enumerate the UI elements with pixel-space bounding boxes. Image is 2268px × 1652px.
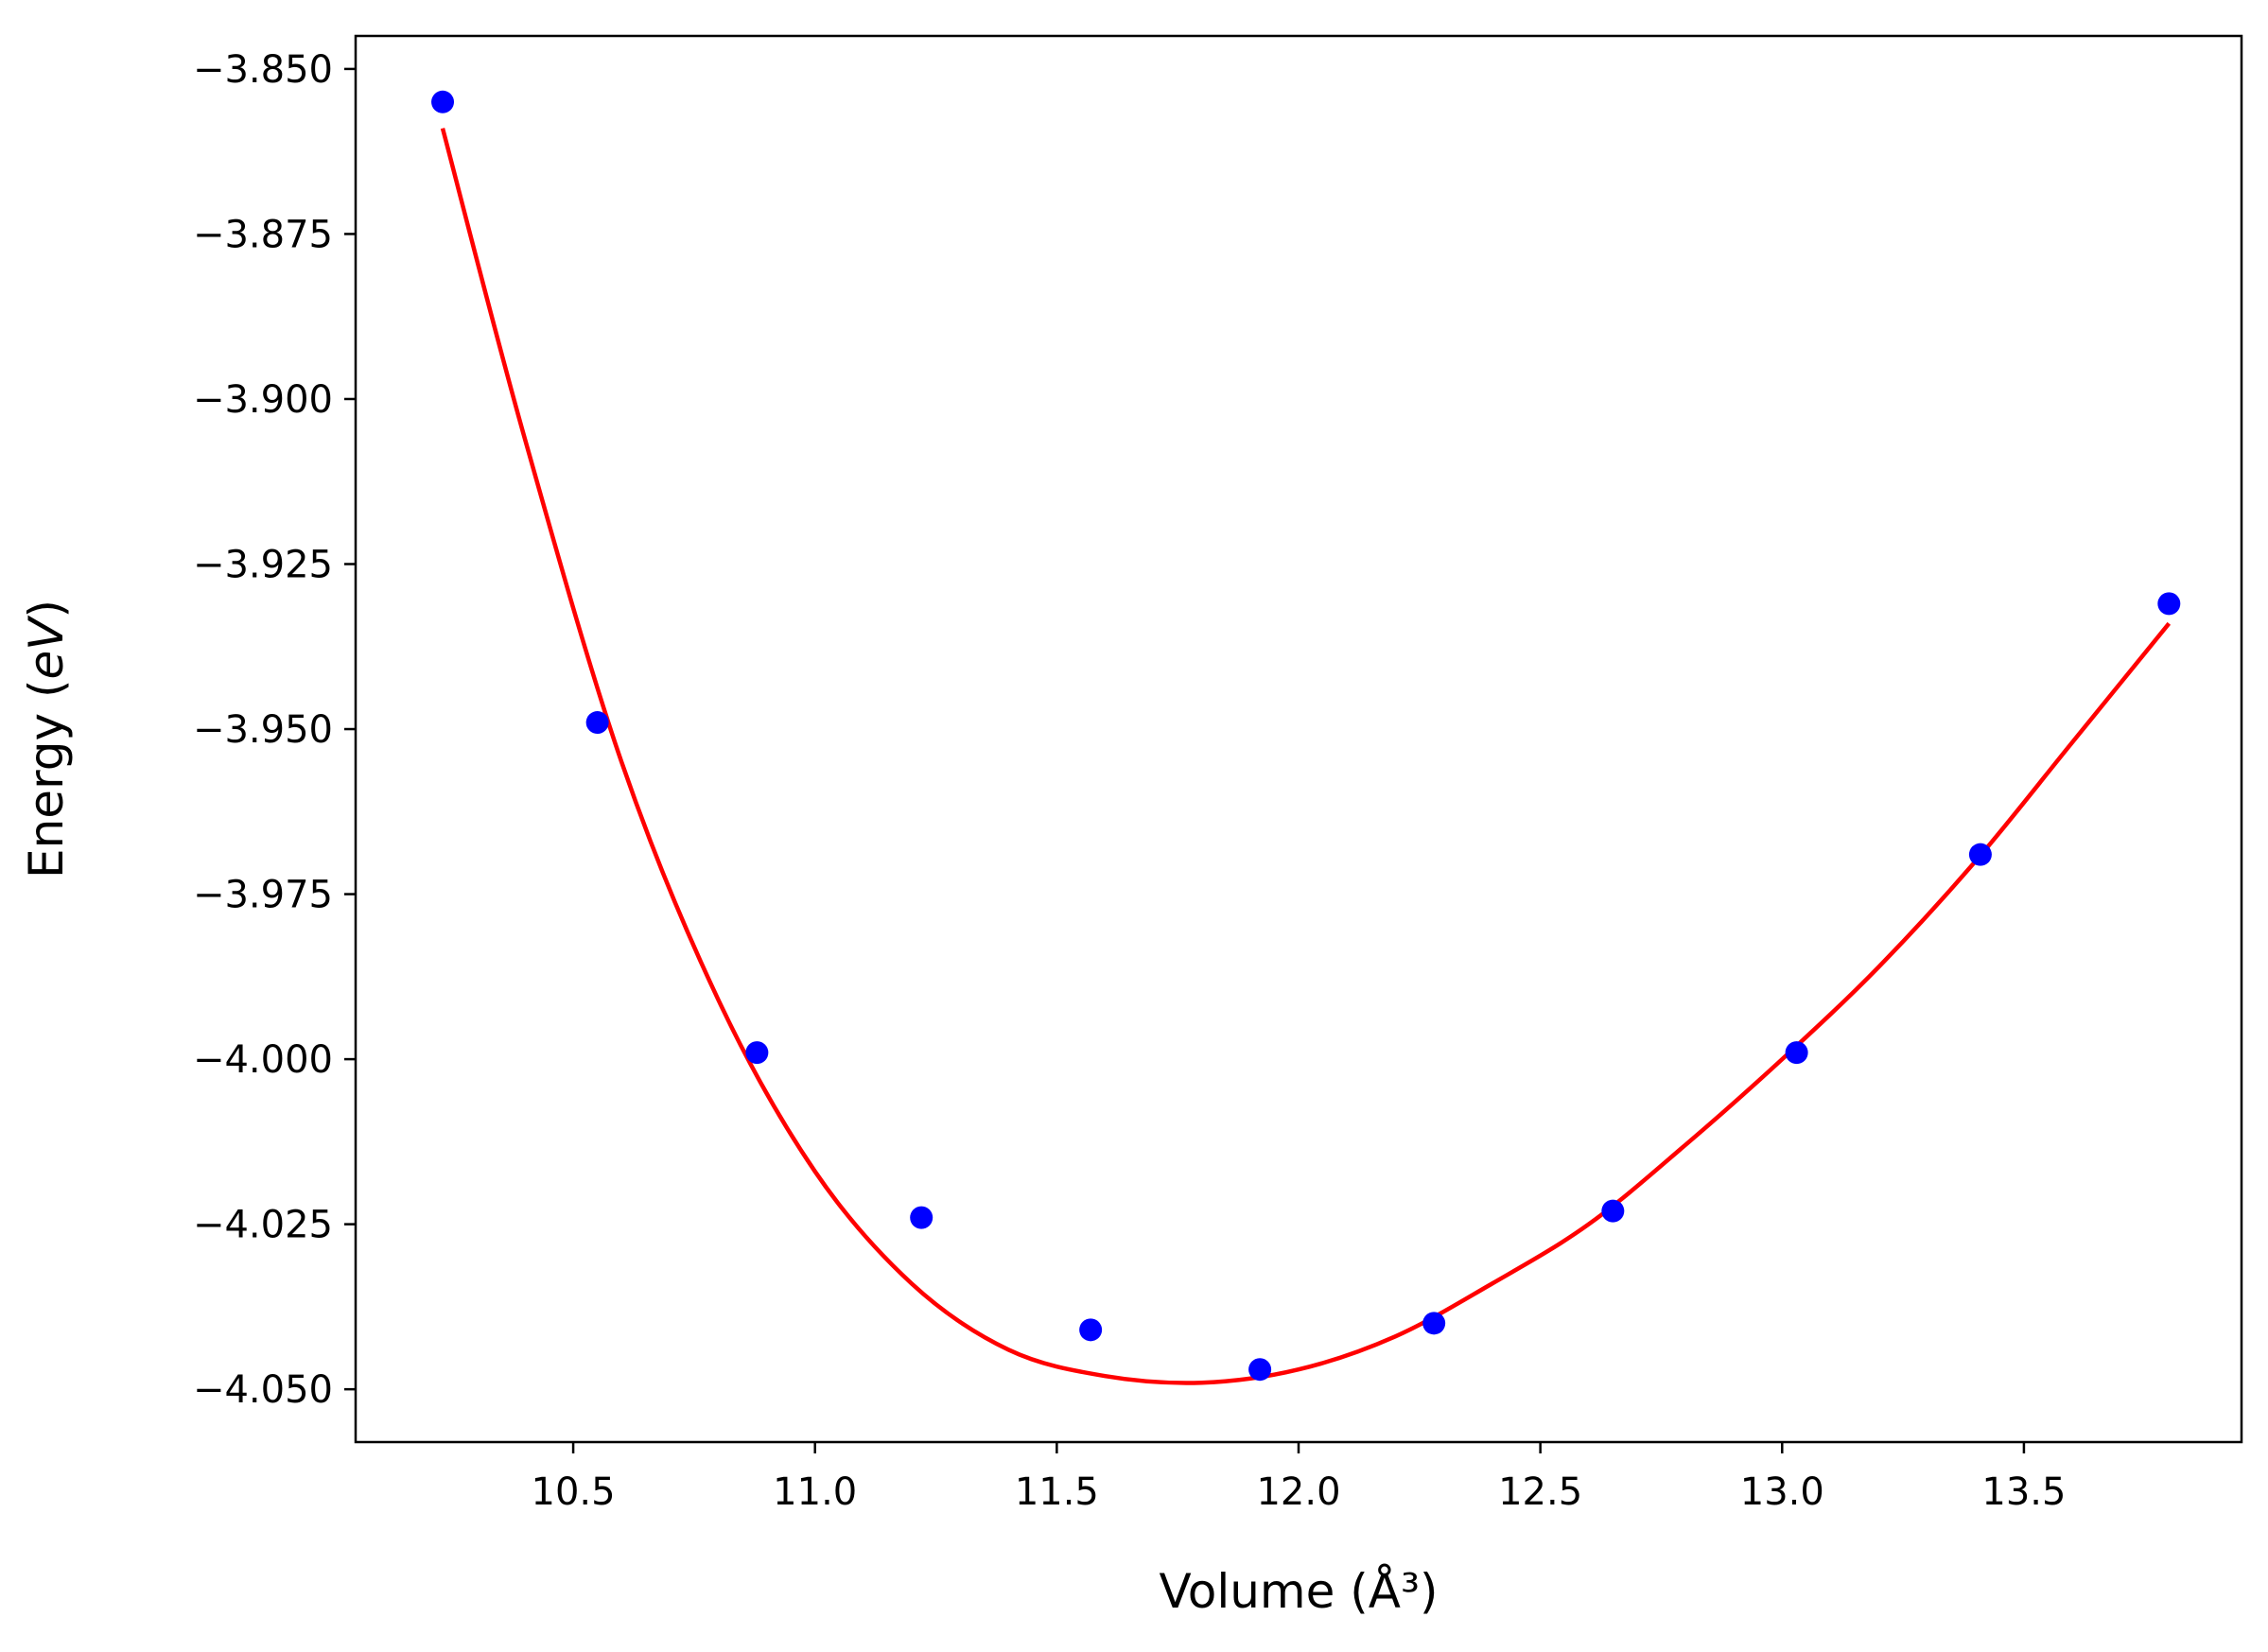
data-point	[745, 1041, 769, 1065]
x-tick-label: 11.0	[773, 1470, 857, 1514]
y-tick-label: −3.925	[193, 543, 333, 586]
data-point	[1079, 1318, 1103, 1342]
y-tick-label: −4.025	[193, 1204, 333, 1247]
data-point	[431, 90, 455, 113]
y-tick-label: −3.950	[193, 708, 333, 752]
axis-ticks: 10.5 11.0 11.5 12.0 12.5 13.0 13.5 −3.850 −3.875…	[193, 48, 2066, 1514]
y-tick-label: −3.850	[193, 48, 333, 92]
fit-curve	[440, 128, 2172, 1385]
data-point	[1601, 1199, 1625, 1223]
data-point	[1785, 1041, 1808, 1065]
y-tick-label: −4.000	[193, 1038, 333, 1082]
x-axis-label: Volume (Å³)	[1159, 1564, 1438, 1619]
y-tick-label: −3.900	[193, 378, 333, 422]
x-tick-label: 11.5	[1015, 1470, 1099, 1514]
data-point	[1968, 843, 1992, 866]
plot-area	[431, 90, 2181, 1385]
x-tick-label: 10.5	[532, 1470, 616, 1514]
data-point	[910, 1206, 933, 1229]
data-point	[1422, 1312, 1446, 1335]
x-tick-label: 12.0	[1256, 1470, 1340, 1514]
x-tick-label: 12.5	[1498, 1470, 1582, 1514]
y-tick-label: −3.875	[193, 213, 333, 256]
data-point	[1248, 1358, 1272, 1382]
y-axis-label: Energy (eV)	[19, 600, 74, 878]
data-point	[585, 711, 609, 735]
x-tick-label: 13.0	[1740, 1470, 1824, 1514]
axes-frame	[354, 34, 2243, 1444]
y-tick-label: −4.050	[193, 1368, 333, 1412]
y-tick-label: −3.975	[193, 874, 333, 917]
data-point	[2157, 592, 2181, 616]
x-tick-label: 13.5	[1981, 1470, 2066, 1514]
